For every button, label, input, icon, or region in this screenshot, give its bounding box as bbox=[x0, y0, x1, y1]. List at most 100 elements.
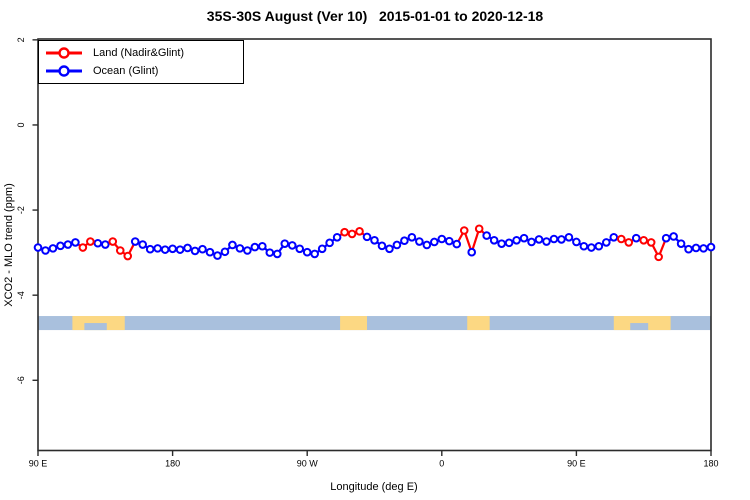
data-point-ocean bbox=[504, 238, 514, 248]
data-point-land bbox=[646, 238, 656, 247]
data-point-ocean bbox=[153, 244, 162, 253]
data-point-ocean bbox=[302, 247, 312, 257]
data-point-ocean bbox=[661, 233, 671, 243]
data-point-ocean bbox=[557, 235, 566, 244]
data-point-ocean bbox=[33, 243, 43, 252]
data-point-ocean bbox=[183, 243, 192, 253]
data-point-ocean bbox=[93, 238, 103, 248]
data-point-ocean bbox=[594, 241, 604, 251]
data-point-ocean bbox=[542, 237, 551, 246]
data-point-ocean bbox=[310, 249, 319, 259]
data-point-land bbox=[115, 246, 125, 255]
data-point-ocean bbox=[332, 233, 342, 242]
data-point-ocean bbox=[527, 237, 536, 247]
data-point-ocean bbox=[101, 240, 110, 249]
map-strip-coast-notch bbox=[630, 323, 649, 331]
data-point-ocean bbox=[631, 233, 641, 243]
map-strip-land bbox=[340, 316, 368, 331]
data-point-ocean bbox=[587, 243, 596, 252]
data-point-ocean bbox=[549, 234, 559, 244]
chart-title: 35S-30S August (Ver 10) 2015-01-01 to 20… bbox=[206, 8, 544, 24]
data-point-ocean bbox=[145, 244, 155, 254]
map-strip-ocean bbox=[38, 316, 711, 331]
data-point-land bbox=[78, 243, 88, 252]
legend-label-land: Land (Nadir&Glint) bbox=[93, 47, 185, 59]
data-point-land bbox=[654, 252, 663, 262]
y-tick-label: -4 bbox=[16, 291, 26, 299]
data-point-ocean bbox=[258, 241, 267, 251]
data-point-ocean bbox=[482, 231, 491, 240]
data-point-ocean bbox=[377, 241, 387, 251]
data-point-ocean bbox=[190, 246, 200, 256]
data-point-ocean bbox=[407, 233, 417, 242]
data-point-ocean bbox=[138, 240, 147, 249]
data-point-land bbox=[624, 238, 634, 247]
data-point-ocean bbox=[168, 244, 177, 254]
data-point-ocean bbox=[669, 232, 678, 241]
map-strip-coast-notch bbox=[84, 323, 107, 331]
data-point-ocean bbox=[235, 244, 245, 253]
data-point-ocean bbox=[519, 233, 529, 243]
data-point-ocean bbox=[175, 245, 185, 254]
x-tick-label: 0 bbox=[439, 459, 444, 469]
data-point-ocean bbox=[272, 249, 282, 259]
data-point-ocean bbox=[400, 236, 409, 246]
data-point-land bbox=[340, 227, 349, 237]
data-point-land bbox=[355, 227, 364, 236]
data-point-ocean bbox=[572, 237, 581, 247]
data-point-land bbox=[347, 229, 357, 239]
x-tick-label: 90 E bbox=[567, 459, 586, 469]
data-point-ocean bbox=[287, 241, 297, 250]
x-tick-label: 180 bbox=[165, 459, 180, 469]
data-point-land bbox=[86, 237, 95, 246]
data-point-ocean bbox=[63, 240, 73, 249]
data-point-ocean bbox=[41, 246, 50, 255]
data-point-ocean bbox=[676, 239, 686, 248]
data-point-ocean bbox=[370, 235, 379, 245]
data-point-ocean bbox=[392, 240, 402, 250]
data-point-ocean bbox=[564, 233, 574, 242]
data-point-ocean bbox=[317, 244, 327, 254]
data-point-ocean bbox=[602, 238, 611, 247]
y-tick-label: 0 bbox=[16, 122, 26, 127]
data-point-ocean bbox=[213, 251, 222, 260]
data-point-land bbox=[616, 234, 626, 244]
data-point-ocean bbox=[280, 239, 290, 248]
data-point-ocean bbox=[205, 247, 215, 257]
data-point-ocean bbox=[325, 238, 334, 248]
data-point-ocean bbox=[691, 243, 701, 253]
data-point-ocean bbox=[467, 247, 477, 257]
legend-item-ocean: Ocean (Glint) bbox=[44, 62, 243, 80]
x-axis-title: Longitude (deg E) bbox=[330, 481, 417, 493]
data-point-ocean bbox=[243, 246, 252, 255]
data-point-ocean bbox=[430, 237, 439, 247]
data-point-ocean bbox=[534, 235, 544, 244]
x-tick-label: 90 E bbox=[29, 459, 48, 469]
data-point-ocean bbox=[265, 248, 275, 257]
data-point-ocean bbox=[295, 244, 305, 254]
y-tick-label: 2 bbox=[16, 37, 26, 42]
data-point-ocean bbox=[198, 244, 207, 254]
data-point-land bbox=[123, 251, 133, 261]
data-point-ocean bbox=[437, 234, 447, 244]
y-tick-label: -6 bbox=[16, 376, 26, 384]
data-point-ocean bbox=[699, 244, 708, 253]
data-point-ocean bbox=[130, 237, 140, 246]
data-point-ocean bbox=[71, 238, 80, 247]
data-point-ocean bbox=[250, 242, 260, 252]
x-tick-label: 90 W bbox=[297, 459, 319, 469]
ocean-series-marker-icon bbox=[46, 65, 82, 77]
data-point-ocean bbox=[56, 241, 65, 251]
data-point-ocean bbox=[512, 235, 521, 245]
data-point-ocean bbox=[220, 247, 230, 257]
data-point-ocean bbox=[684, 244, 693, 254]
data-point-ocean bbox=[48, 244, 58, 253]
data-point-ocean bbox=[489, 235, 499, 245]
data-point-ocean bbox=[444, 236, 454, 246]
legend: Land (Nadir&Glint) Ocean (Glint) bbox=[38, 40, 244, 84]
data-point-land bbox=[639, 235, 649, 245]
data-point-ocean bbox=[415, 237, 424, 246]
y-tick-label: -2 bbox=[16, 206, 26, 214]
